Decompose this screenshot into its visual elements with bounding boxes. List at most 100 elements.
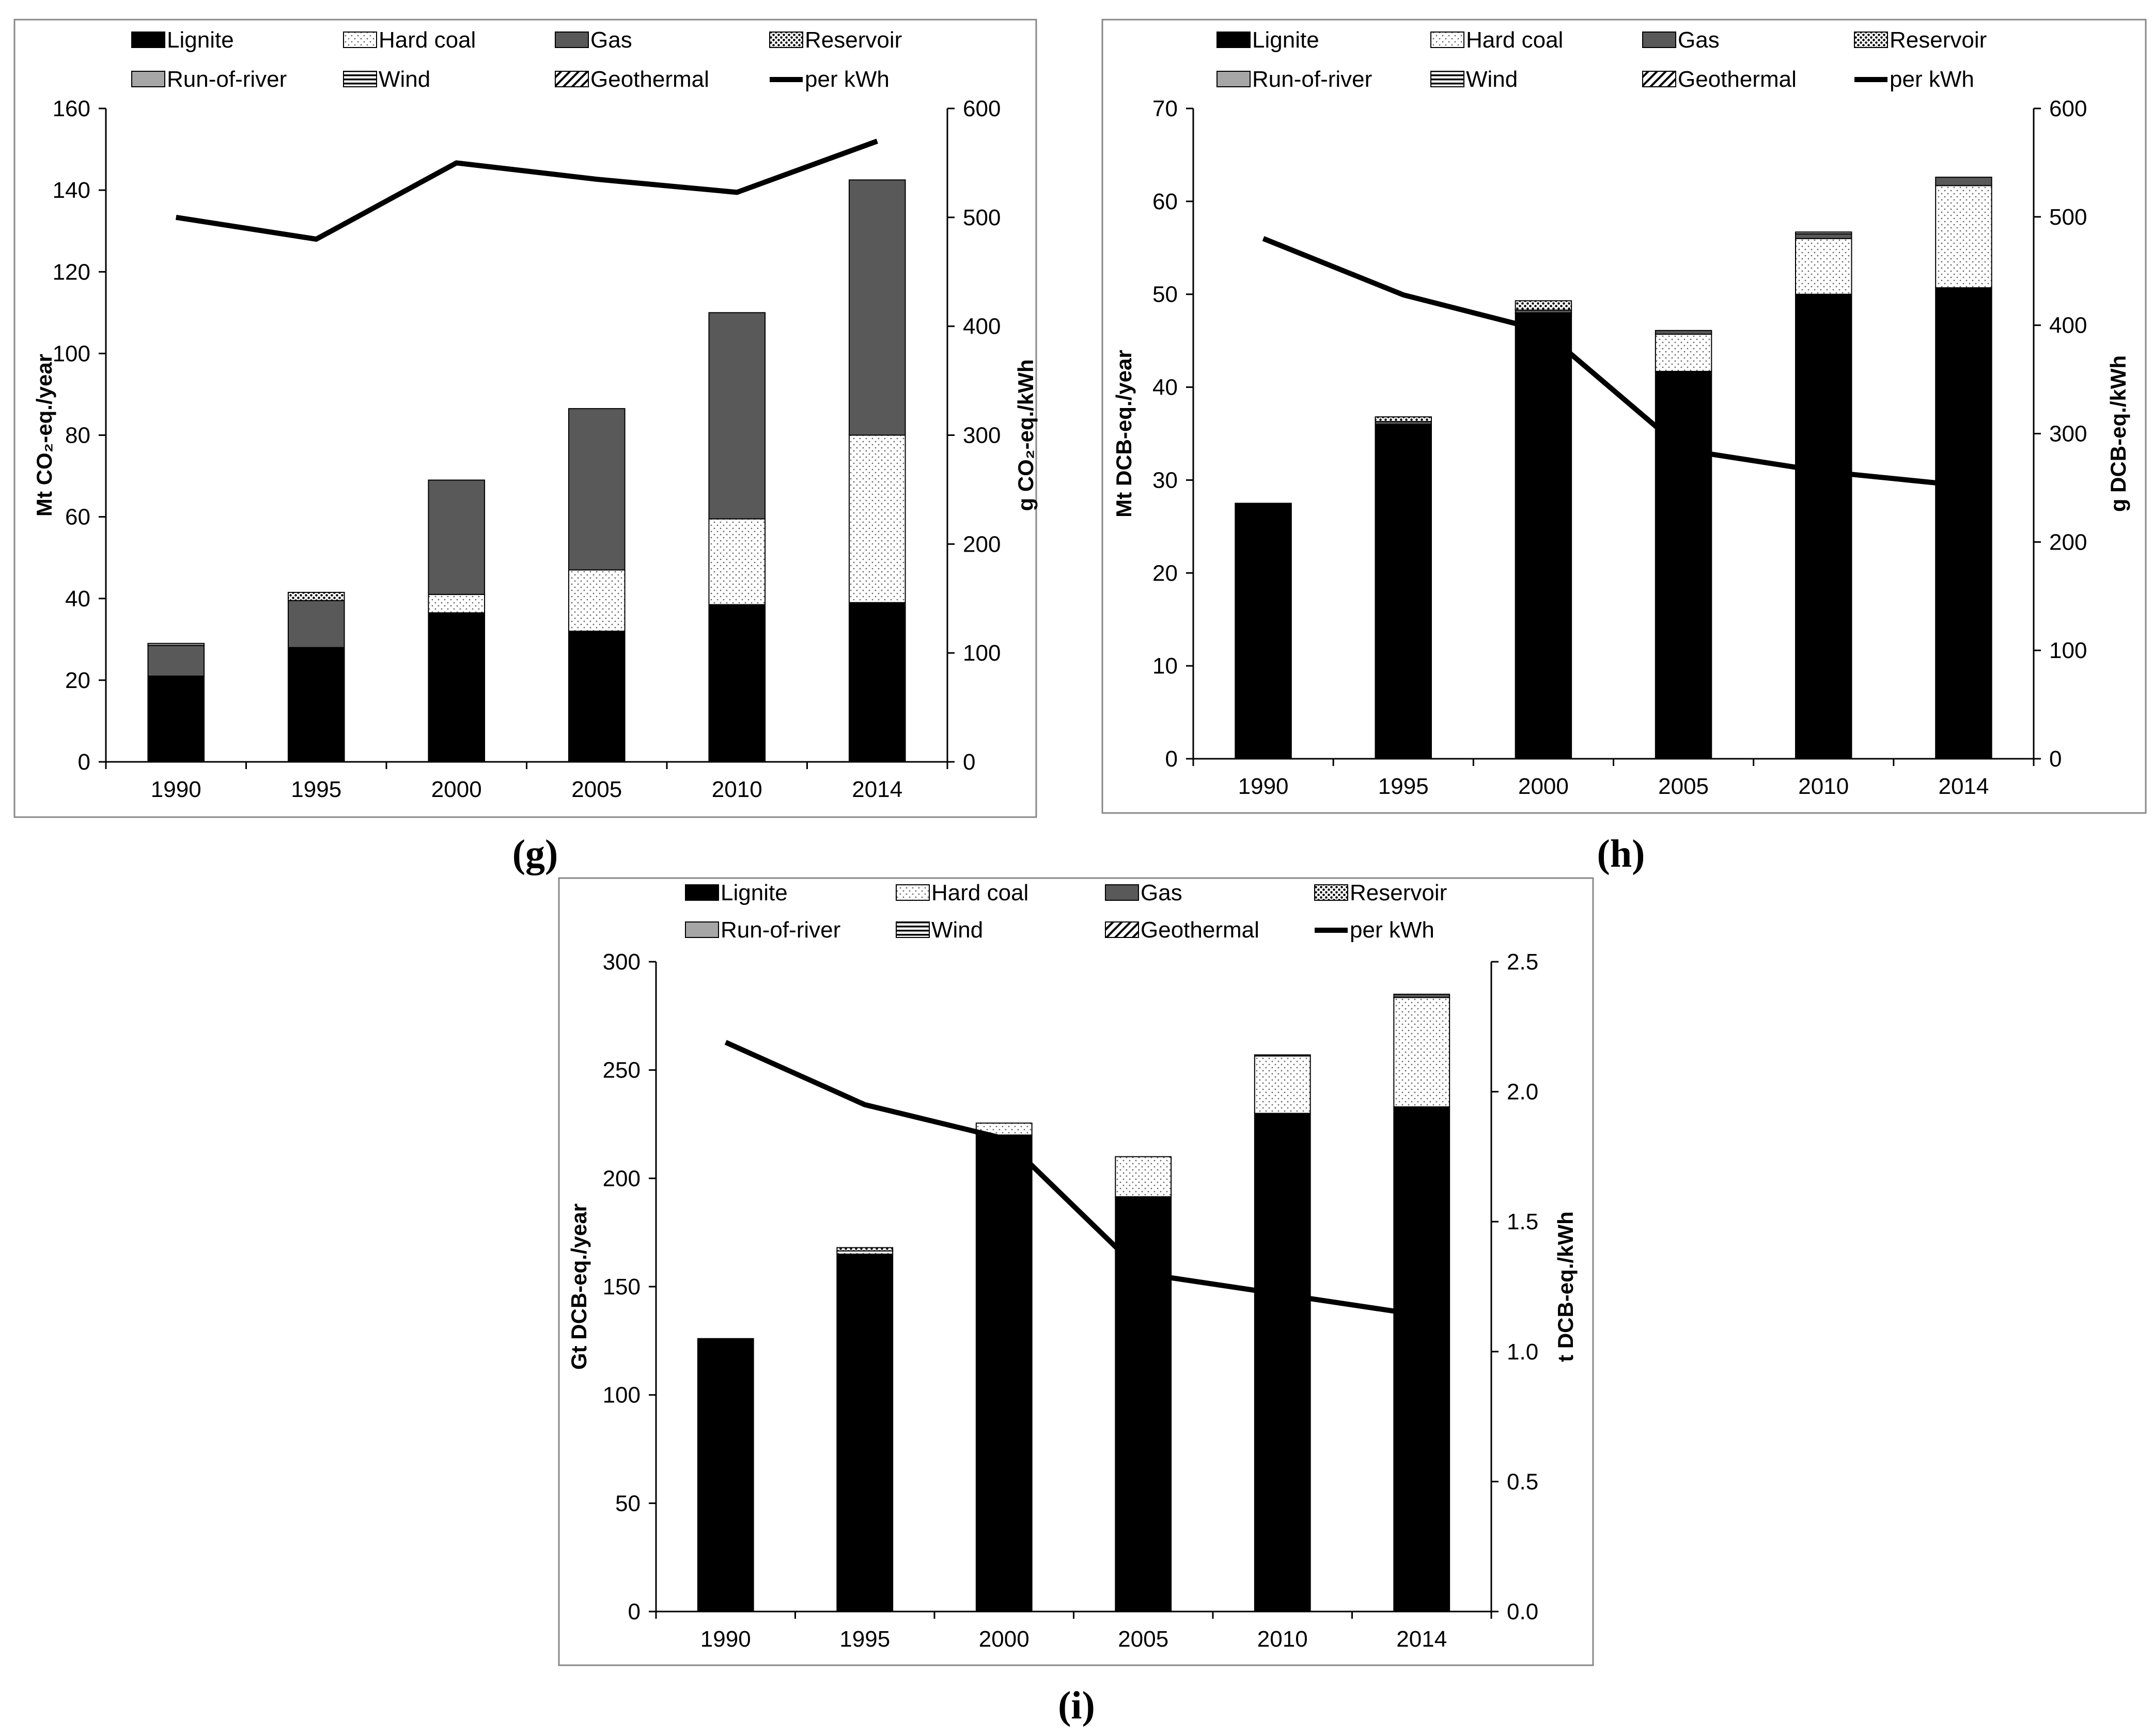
y-tick-label: 140 [53, 178, 90, 203]
legend-swatch-wind [896, 921, 930, 938]
y-tick-label: 0 [78, 749, 90, 775]
legend-swatch-geothermal [1105, 921, 1139, 938]
bar-gas-1990 [147, 645, 205, 677]
y-axis-title: Mt DCB-eq./year [1112, 350, 1136, 517]
legend-item-lignite: Lignite [1216, 27, 1319, 53]
y2-tick-label: 0 [963, 749, 975, 775]
y-tick-label: 60 [65, 505, 90, 530]
legend-swatch-gas [1642, 32, 1676, 48]
bar-lignite-2014 [1393, 1106, 1450, 1613]
bar-run-of-river-2010 [1795, 231, 1852, 234]
bar-hard-coal-2014 [1935, 185, 1992, 289]
legend-item-gas: Gas [555, 27, 632, 53]
legend-item-gas: Gas [1105, 880, 1182, 905]
y2-tick-label: 2.0 [1507, 1080, 1538, 1105]
legend-swatch-lignite [1216, 32, 1251, 48]
x-tick-label: 1995 [291, 777, 341, 802]
bar-lignite-2000 [428, 612, 486, 762]
panel-label: (g) [512, 832, 558, 875]
line-per-kwh [175, 138, 878, 242]
legend-swatch-gas [555, 32, 589, 48]
y-tick-label: 50 [615, 1491, 641, 1516]
legend-item-wind: Wind [343, 67, 430, 92]
y-tick-label: 20 [65, 668, 90, 693]
panel-label: (i) [1058, 1684, 1095, 1727]
bar-lignite-2014 [1935, 287, 1992, 759]
x-tick-label: 2010 [1798, 774, 1849, 799]
legend-label-hard-coal: Hard coal [379, 27, 476, 53]
panel-label: (h) [1597, 832, 1645, 875]
legend-swatch-lignite [131, 32, 165, 48]
x-tick-label: 1995 [839, 1626, 890, 1652]
chart-frame [13, 19, 1037, 818]
x-tick-label: 2010 [1257, 1626, 1308, 1652]
legend-swatch-hard-coal [896, 884, 930, 901]
legend-item-run-of-river: Run-of-river [131, 67, 287, 92]
x-tick-label: 1995 [1378, 774, 1429, 799]
legend-label-gas: Gas [1678, 27, 1720, 53]
legend-label-wind: Wind [1466, 67, 1518, 92]
bar-lignite-2005 [568, 631, 626, 762]
y2-tick-label: 600 [963, 96, 1001, 121]
x-tick-label: 2014 [1938, 774, 1989, 799]
bar-gas-2010 [1254, 1054, 1311, 1057]
legend-swatch-geothermal [1642, 71, 1676, 87]
x-tick-label: 1990 [151, 777, 201, 802]
bar-lignite-1995 [287, 647, 345, 762]
bar-hard-coal-2010 [1254, 1055, 1311, 1114]
bar-lignite-1995 [836, 1254, 894, 1613]
bar-hard-coal-2014 [1393, 997, 1450, 1107]
legend-label-reservoir: Reservoir [805, 27, 902, 53]
y2-tick-label: 500 [2049, 205, 2087, 230]
x-tick-label: 2000 [431, 777, 482, 802]
y2-tick-label: 300 [963, 423, 1001, 448]
bar-hard-coal-2005 [568, 569, 626, 632]
line-per-kwh [1262, 236, 1964, 489]
bar-gas-2005 [1655, 330, 1712, 335]
legend-item-hard-coal: Hard coal [896, 880, 1028, 905]
bar-hard-coal-2000 [975, 1122, 1033, 1136]
x-tick-label: 2005 [1118, 1626, 1168, 1652]
legend-label-per-kwh: per kWh [805, 67, 890, 92]
bar-lignite-2005 [1115, 1196, 1172, 1612]
bar-lignite-1990 [1235, 503, 1292, 760]
y-tick-label: 250 [603, 1058, 641, 1083]
chart-panel-i: Lignite Hard coal Gas Reservoir Run-of-river… [558, 877, 1594, 1727]
bar-gas-2010 [1795, 233, 1852, 239]
bar-lignite-2000 [1515, 312, 1572, 759]
legend-swatch-lignite [685, 884, 719, 901]
y-tick-label: 0 [628, 1599, 641, 1624]
x-tick-label: 2010 [712, 777, 762, 802]
y2-tick-label: 0.5 [1507, 1469, 1538, 1494]
legend-label-reservoir: Reservoir [1890, 27, 1987, 53]
y2-tick-label: 600 [2049, 96, 2087, 121]
bar-lignite-2010 [708, 604, 766, 762]
bar-hard-coal-2005 [1655, 334, 1712, 372]
legend-label-run-of-river: Run-of-river [721, 917, 840, 943]
bar-hard-coal-2010 [708, 518, 766, 605]
legend-label-run-of-river: Run-of-river [1252, 67, 1372, 92]
line-per-kwh [724, 1040, 1422, 1318]
y-tick-label: 20 [1152, 560, 1178, 586]
legend-swatch-run-of-river [131, 71, 165, 87]
x-tick-label: 2014 [852, 777, 902, 802]
legend-swatch-reservoir [1854, 32, 1888, 48]
x-tick-label: 2005 [1658, 774, 1709, 799]
y2-tick-label: 1.5 [1507, 1209, 1538, 1234]
legend-item-gas: Gas [1642, 27, 1720, 53]
legend-item-lignite: Lignite [685, 880, 788, 905]
y2-axis-title: t DCB-eq./kWh [1553, 1211, 1578, 1362]
bar-lignite-2010 [1795, 293, 1852, 759]
legend-label-lignite: Lignite [721, 880, 788, 905]
y-tick-label: 40 [65, 586, 90, 612]
legend-label-per-kwh: per kWh [1890, 67, 1974, 92]
bar-lignite-2010 [1254, 1113, 1311, 1613]
bar-hard-coal-2000 [428, 593, 486, 614]
y-tick-label: 50 [1152, 282, 1178, 307]
legend-item-reservoir: Reservoir [1314, 880, 1447, 905]
bar-reservoir-1995 [836, 1247, 894, 1252]
legend-item-hard-coal: Hard coal [1430, 27, 1563, 53]
bar-gas-2014 [848, 179, 906, 436]
y2-tick-label: 2.5 [1507, 949, 1538, 975]
